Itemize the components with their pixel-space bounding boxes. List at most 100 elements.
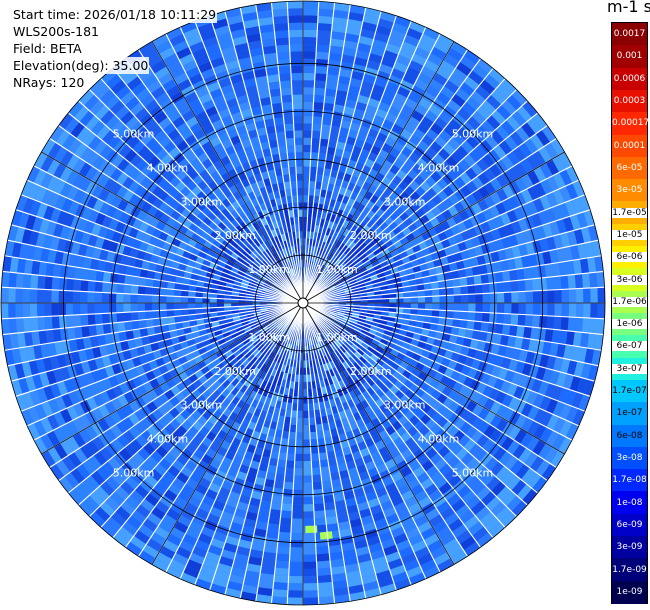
data-cell	[329, 551, 344, 561]
data-cell	[152, 303, 160, 311]
data-cell	[303, 597, 319, 605]
data-cell	[363, 322, 372, 329]
data-cell	[212, 500, 226, 512]
data-cell	[453, 417, 466, 430]
data-cell	[465, 456, 480, 471]
data-cell	[280, 437, 289, 447]
data-cell	[464, 328, 474, 339]
data-cell	[202, 558, 219, 570]
data-cell	[280, 87, 293, 96]
data-cell	[343, 330, 352, 337]
data-cell	[389, 394, 400, 405]
data-cell	[180, 303, 189, 310]
data-cell	[347, 584, 365, 595]
data-cell	[597, 287, 605, 303]
data-cell	[359, 332, 368, 339]
data-cell	[510, 280, 519, 293]
data-cell	[453, 294, 462, 303]
data-cell	[314, 336, 319, 345]
data-cell	[162, 539, 179, 553]
data-cell	[230, 566, 247, 578]
data-cell	[215, 493, 229, 505]
data-cell	[318, 445, 327, 454]
data-cell	[390, 361, 400, 371]
data-cell	[313, 510, 326, 519]
data-cell	[116, 283, 125, 294]
data-cell	[392, 370, 402, 380]
data-cell	[125, 541, 143, 557]
data-cell	[36, 289, 45, 303]
data-cell	[200, 526, 216, 538]
data-cell	[460, 345, 470, 357]
data-cell	[287, 438, 296, 447]
data-cell	[434, 457, 448, 471]
data-cell	[211, 399, 222, 410]
data-cell	[15, 272, 25, 289]
data-cell	[375, 388, 385, 398]
data-cell	[303, 518, 315, 526]
data-cell	[284, 123, 294, 132]
data-cell	[218, 463, 230, 474]
data-cell	[278, 531, 291, 540]
data-cell	[335, 455, 346, 465]
data-cell	[379, 338, 389, 346]
data-cell	[277, 363, 284, 372]
data-cell	[382, 544, 399, 557]
data-cell	[258, 506, 271, 517]
data-cell	[393, 356, 403, 366]
data-cell	[423, 533, 440, 547]
data-cell	[158, 457, 172, 471]
data-cell	[374, 306, 382, 312]
data-cell	[270, 352, 277, 361]
data-cell	[326, 318, 334, 325]
data-cell	[288, 388, 294, 396]
data-cell	[278, 66, 291, 75]
data-cell	[384, 379, 394, 390]
data-cell	[425, 447, 438, 460]
data-cell	[328, 314, 336, 320]
data-cell	[430, 545, 447, 560]
data-cell	[559, 358, 571, 374]
data-cell	[440, 506, 456, 521]
data-cell	[565, 406, 579, 423]
data-cell	[539, 395, 552, 412]
data-cell	[270, 95, 282, 105]
data-cell	[307, 388, 313, 397]
data-cell	[347, 336, 356, 344]
data-cell	[322, 332, 329, 340]
data-cell	[268, 516, 281, 525]
data-cell	[369, 365, 378, 375]
data-cell	[198, 477, 212, 489]
data-cell	[435, 428, 448, 441]
data-cell	[461, 470, 476, 485]
data-cell	[277, 323, 284, 330]
data-cell	[591, 349, 602, 366]
data-cell	[340, 439, 350, 449]
data-cell	[501, 490, 517, 507]
data-cell	[267, 359, 274, 368]
data-cell	[437, 317, 447, 326]
data-cell	[310, 145, 320, 153]
data-cell	[484, 516, 501, 533]
data-cell	[303, 496, 314, 505]
data-cell	[109, 282, 118, 294]
data-cell	[400, 465, 413, 478]
data-cell	[354, 457, 365, 468]
data-cell	[460, 408, 472, 422]
data-cell	[495, 465, 510, 482]
data-cell	[529, 455, 545, 473]
data-cell	[341, 542, 356, 552]
data-cell	[278, 452, 288, 461]
data-cell	[89, 511, 106, 528]
data-cell	[506, 335, 517, 348]
data-cell	[328, 327, 336, 334]
data-cell	[447, 473, 462, 488]
data-cell	[506, 474, 521, 491]
data-cell	[340, 535, 354, 545]
data-cell	[459, 421, 472, 435]
data-cell	[256, 369, 264, 378]
data-cell	[130, 470, 145, 485]
data-cell	[346, 504, 359, 515]
data-cell	[272, 109, 284, 119]
data-cell	[259, 345, 267, 354]
